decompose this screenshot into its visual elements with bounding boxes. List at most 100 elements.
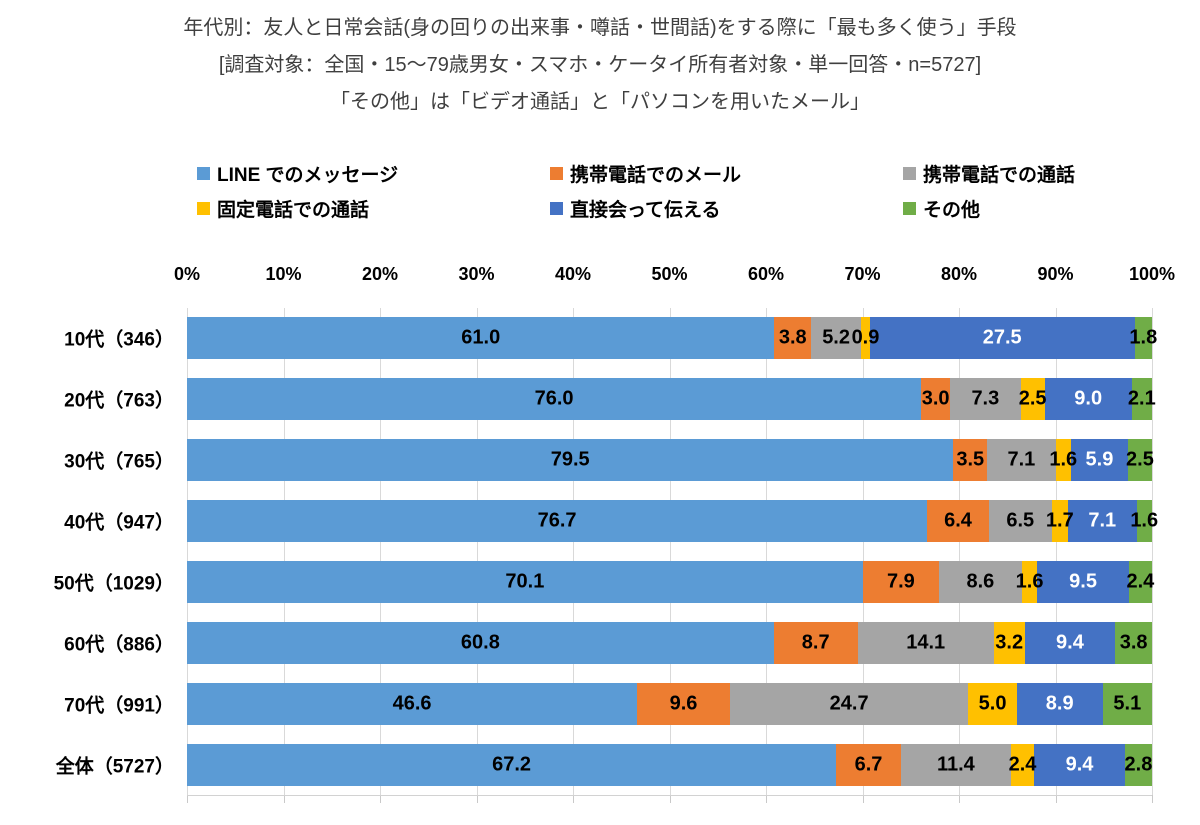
bar-segment: 8.9 <box>1016 682 1103 725</box>
bar-segment: 2.4 <box>1126 560 1155 603</box>
bar-segment-label: 9.6 <box>669 692 698 715</box>
bar-segment-label: 1.6 <box>1049 448 1078 471</box>
grid-line <box>283 308 285 795</box>
bar-segment: 2.5 <box>1019 378 1047 421</box>
bar-segment: 67.2 <box>187 743 837 786</box>
category-label: 60代（886） <box>64 634 174 656</box>
bar-segment-label: 8.9 <box>1045 692 1074 715</box>
bar-segment-label: 46.6 <box>392 692 432 715</box>
bar-segment: 76.0 <box>187 378 922 421</box>
legend-swatch-icon <box>197 166 210 180</box>
bar-segment-label: 76.0 <box>534 387 574 410</box>
bar-segment-label: 1.7 <box>1045 509 1074 532</box>
legend-item: 固定電話での通話 <box>197 196 550 221</box>
bar-segment-label: 9.4 <box>1056 631 1084 654</box>
legend-swatch-icon <box>550 201 563 215</box>
legend-label: 直接会って伝える <box>570 199 721 221</box>
category-label: 50代（1029） <box>53 573 174 595</box>
x-axis-tick-label: 80% <box>940 264 978 284</box>
bar-segment-label: 6.4 <box>944 509 972 532</box>
bar-segment: 1.6 <box>1049 439 1077 482</box>
bar-segment: 1.7 <box>1046 500 1074 543</box>
bar-segment: 3.0 <box>921 378 951 421</box>
x-axis-tick <box>380 795 381 803</box>
x-axis-line <box>187 795 1152 796</box>
x-axis-tick <box>283 795 285 803</box>
category-label: 全体（5727） <box>55 756 174 778</box>
grid-line <box>669 308 671 795</box>
bar-segment-label: 9.5 <box>1069 570 1097 593</box>
x-axis-tick-label: 50% <box>651 264 688 284</box>
grid-line <box>573 308 574 795</box>
legend-item: 携帯電話でのメール <box>550 161 903 186</box>
bar-segment-label: 7.1 <box>1088 509 1117 532</box>
bar-segment-label: 1.6 <box>1015 570 1044 593</box>
bar-segment: 0.9 <box>852 317 879 360</box>
legend-item: LINE でのメッセージ <box>197 161 550 186</box>
bar-segment: 76.7 <box>187 500 928 543</box>
bar-segment: 1.6 <box>1130 500 1158 543</box>
bar-segment-label: 5.9 <box>1085 448 1114 471</box>
bar-segment-label: 5.0 <box>978 692 1007 715</box>
x-axis-tick <box>862 795 864 803</box>
legend-item: その他 <box>903 196 1200 221</box>
bar-segment-label: 1.8 <box>1129 326 1158 349</box>
category-label: 70代（991） <box>64 695 174 717</box>
legend-label: 固定電話での通話 <box>217 199 370 221</box>
bar-segment-label: 8.6 <box>966 570 995 593</box>
x-axis-tick <box>669 795 671 803</box>
bar-segment-label: 7.3 <box>971 387 1000 410</box>
bar-segment-label: 14.1 <box>906 631 946 654</box>
bar-segment-label: 27.5 <box>982 326 1022 349</box>
bar-row: 46.6 9.6 24.7 5.0 8.9 5.1 <box>187 682 1152 725</box>
bar-segment-label: 2.4 <box>1008 753 1037 776</box>
bar-segment: 9.0 <box>1044 378 1132 421</box>
x-axis-tick <box>187 795 188 803</box>
x-axis-tick <box>476 795 478 803</box>
bar-segment: 7.1 <box>987 439 1056 482</box>
bar-segment-label: 8.7 <box>801 631 830 654</box>
grid-line <box>187 308 188 795</box>
bar-segment: 9.4 <box>1034 743 1125 786</box>
bar-segment-label: 70.1 <box>505 570 545 593</box>
legend-item: 携帯電話での通話 <box>903 161 1200 186</box>
bar-segment: 11.4 <box>900 743 1011 786</box>
legend-label: 携帯電話での通話 <box>923 164 1076 186</box>
chart-note: 「その他」は「ビデオ通話」と「パソコンを用いたメール」 <box>330 91 870 113</box>
category-label: 10代（346） <box>64 329 174 351</box>
x-axis-tick <box>959 795 960 803</box>
grid-line <box>959 308 960 795</box>
bar-segment: 8.7 <box>773 621 858 664</box>
bar-segment: 6.7 <box>836 743 901 786</box>
bar-segment-label: 2.4 <box>1126 570 1155 593</box>
x-axis-tick-label: 20% <box>361 264 399 284</box>
bar-segment-label: 60.8 <box>460 631 500 654</box>
bar-segment: 2.8 <box>1125 743 1152 786</box>
x-axis-tick-label: 90% <box>1037 264 1074 284</box>
bar-segment-label: 9.0 <box>1074 387 1103 410</box>
bar-segment-label: 61.0 <box>461 326 501 349</box>
x-axis-tick-label: 100% <box>1128 264 1176 284</box>
bar-segment-label: 3.5 <box>956 448 985 471</box>
legend-label: 携帯電話でのメール <box>570 164 742 186</box>
bar-segment: 5.1 <box>1102 682 1152 725</box>
bar-segment-label: 5.1 <box>1113 692 1142 715</box>
bar-segment-label: 7.9 <box>886 570 915 593</box>
bar-segment-label: 3.0 <box>921 387 950 410</box>
legend-label: LINE でのメッセージ <box>217 164 399 186</box>
bar-row: 76.0 3.0 7.3 2.5 9.0 2.1 <box>187 378 1156 421</box>
category-label: 20代（763） <box>64 390 174 412</box>
grid-line <box>380 308 381 795</box>
bar-segment: 3.8 <box>774 317 812 360</box>
bar-segment: 7.1 <box>1068 500 1137 543</box>
bar-row: 70.1 7.9 8.6 1.6 9.5 2.4 <box>187 560 1155 603</box>
x-axis-tick-label: 30% <box>458 264 495 284</box>
bar-segment: 70.1 <box>187 560 863 603</box>
bar-segment: 2.4 <box>1008 743 1037 786</box>
bar-segment-label: 67.2 <box>492 753 532 776</box>
legend: LINE でのメッセージ 携帯電話でのメール 携帯電話での通話固定電話での通話 直接会… <box>197 161 1200 221</box>
legend-label: その他 <box>923 199 981 221</box>
bar-segment: 5.2 <box>811 317 862 360</box>
bar-segment: 5.9 <box>1071 439 1128 482</box>
bar-segment-label: 7.1 <box>1007 448 1036 471</box>
